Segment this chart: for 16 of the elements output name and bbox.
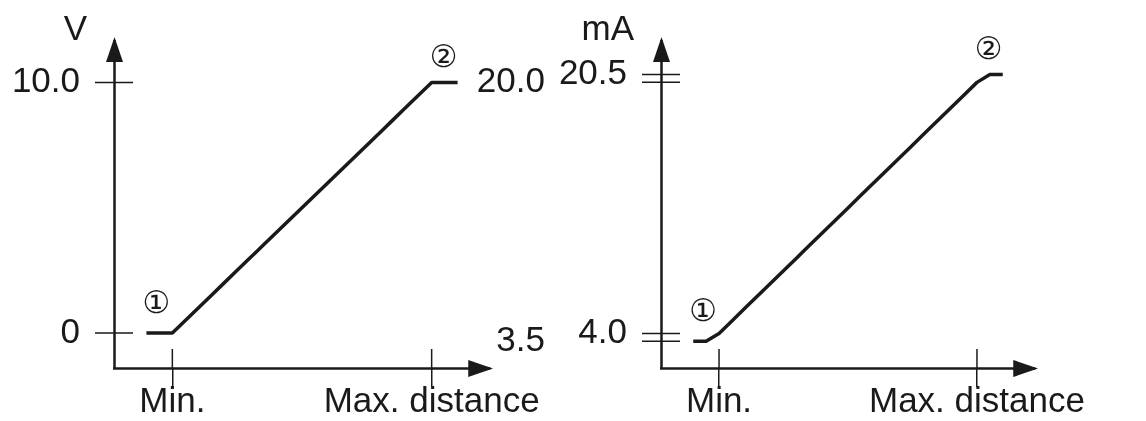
x-tick-label: Min. <box>685 379 753 419</box>
y2-tick-label: 20.0 <box>476 60 545 100</box>
y-tick-label: 20.5 <box>558 52 627 92</box>
x-tick-label: Max. distance <box>323 379 540 419</box>
annotation: ② <box>429 37 458 74</box>
y-axis-title: mA <box>581 8 635 47</box>
y2-tick-label: 3.5 <box>496 318 545 358</box>
y-tick-label: 4.0 <box>578 311 627 351</box>
y-tick-label: 0 <box>60 310 80 350</box>
annotation: ① <box>689 292 718 329</box>
annotation: ② <box>974 29 1003 66</box>
annotation: ① <box>142 283 171 320</box>
x-tick-label: Max. distance <box>869 379 1085 419</box>
x-tick-label: Min. <box>139 379 206 419</box>
y-tick-label: 10.0 <box>11 60 80 100</box>
y-axis-title: V <box>63 8 88 47</box>
